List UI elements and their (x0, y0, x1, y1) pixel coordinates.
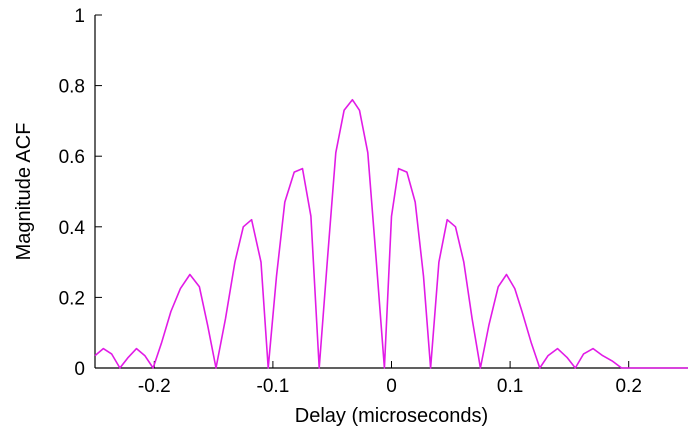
ticks: -0.2 -0.1 0 0.1 0.2 0 0.2 0.4 0.6 0.8 1 (59, 6, 642, 397)
x-tick-label: 0 (386, 376, 397, 397)
y-tick-label: 1 (74, 6, 85, 27)
y-tick-label: 0.8 (59, 77, 85, 98)
x-axis-title: Delay (microseconds) (295, 405, 488, 427)
y-tick-label: 0 (74, 359, 85, 380)
x-tick-label: 0.2 (615, 376, 641, 397)
y-axis-title: Magnitude ACF (13, 123, 35, 261)
x-tick-label: -0.2 (138, 376, 171, 397)
x-tick-label: 0.1 (497, 376, 523, 397)
acf-series-line (94, 98, 688, 369)
y-tick-label: 0.4 (59, 218, 86, 239)
series-layer (94, 98, 688, 369)
y-tick-label: 0.6 (59, 147, 85, 168)
y-tick-label: 0.2 (59, 288, 85, 309)
axes (94, 15, 688, 369)
x-tick-label: -0.1 (257, 376, 290, 397)
